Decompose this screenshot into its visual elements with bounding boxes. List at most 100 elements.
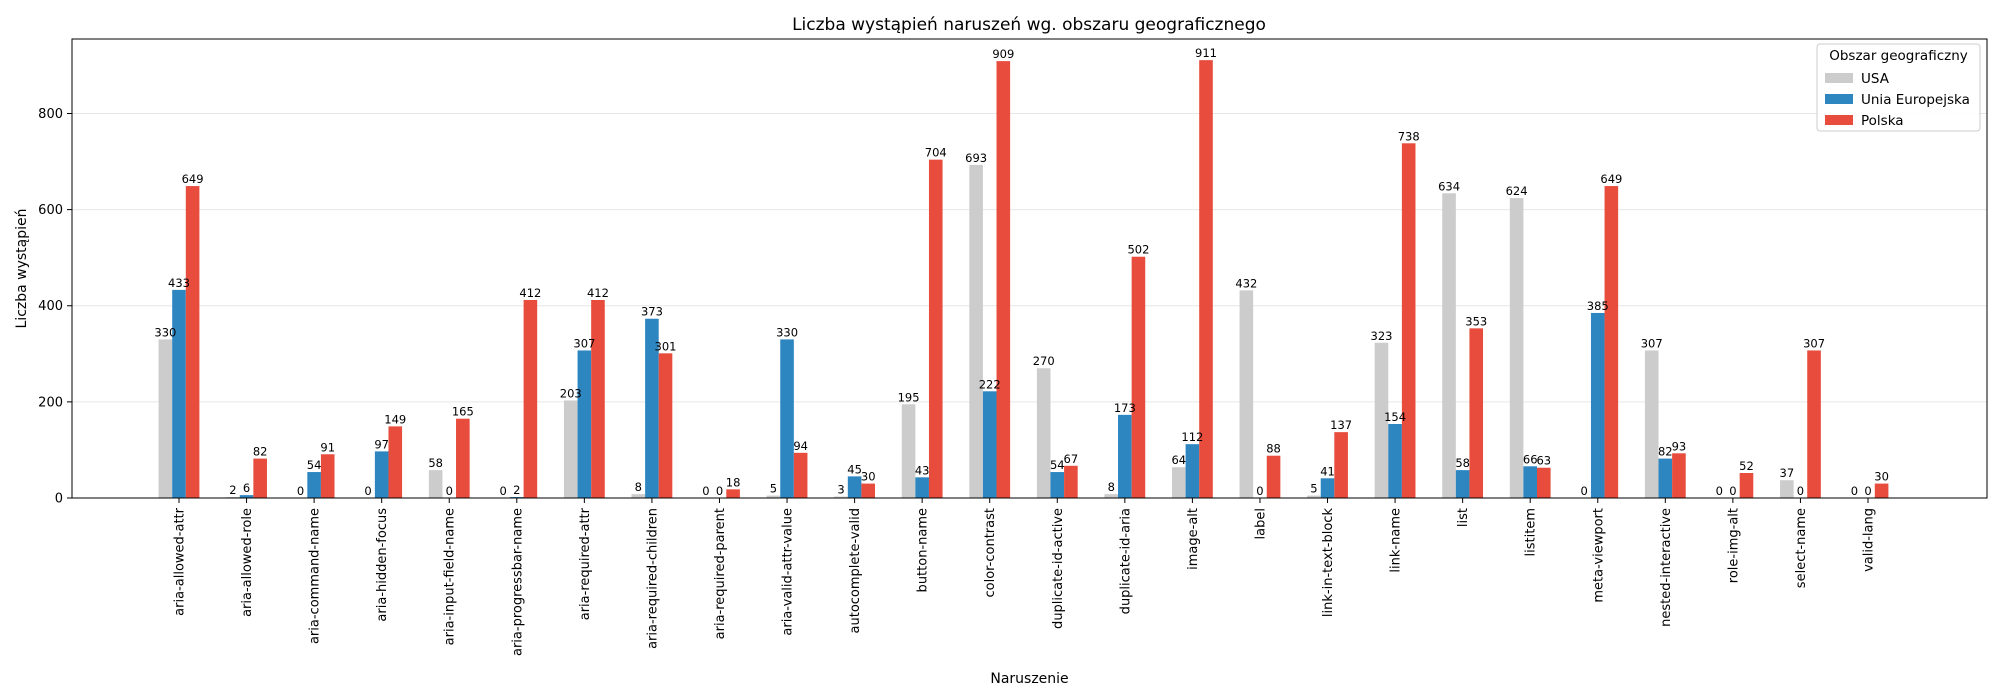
data-label: 385 xyxy=(1587,299,1609,313)
legend: Obszar geograficzny USA Unia Europejska Pol… xyxy=(1816,43,1981,132)
data-label: 738 xyxy=(1398,129,1420,143)
data-label: 173 xyxy=(1114,401,1136,415)
data-label: 307 xyxy=(1803,336,1825,350)
bar xyxy=(1199,60,1213,498)
data-label: 165 xyxy=(452,405,474,419)
data-label: 2 xyxy=(513,483,520,497)
bar xyxy=(766,495,781,498)
data-label: 0 xyxy=(1729,484,1736,498)
bar xyxy=(982,391,997,498)
x-tick-label: aria-valid-attr-value xyxy=(781,508,796,636)
bar xyxy=(1590,312,1605,498)
data-label: 154 xyxy=(1384,410,1406,424)
bar xyxy=(1455,470,1470,498)
bar xyxy=(915,477,929,498)
bar xyxy=(1509,198,1524,498)
data-label: 649 xyxy=(1600,172,1622,186)
data-label: 353 xyxy=(1465,314,1487,328)
data-label: 634 xyxy=(1438,179,1460,193)
data-label: 112 xyxy=(1181,430,1203,444)
bar xyxy=(388,426,403,498)
x-tick-label: aria-progressbar-name xyxy=(510,508,525,656)
bar xyxy=(1780,480,1794,498)
bar xyxy=(1118,414,1132,498)
data-label: 88 xyxy=(1266,442,1281,456)
data-label: 649 xyxy=(182,172,204,186)
x-tick-label: list xyxy=(1456,508,1471,527)
bar xyxy=(996,61,1011,499)
x-tick-label: aria-hidden-focus xyxy=(375,508,390,622)
data-label: 0 xyxy=(716,484,723,498)
bar xyxy=(185,186,200,498)
bar xyxy=(374,451,389,498)
data-label: 8 xyxy=(1108,480,1115,494)
bar xyxy=(834,496,848,498)
x-tick-label: select-name xyxy=(1794,508,1809,588)
data-label: 45 xyxy=(847,462,862,476)
bar xyxy=(1644,350,1659,498)
grid-lines xyxy=(72,112,1987,499)
data-label: 0 xyxy=(1256,484,1263,498)
data-label: 0 xyxy=(702,484,709,498)
legend-label: Polska xyxy=(1861,113,1904,129)
bars xyxy=(158,60,1889,499)
bar xyxy=(861,483,875,498)
data-label: 30 xyxy=(1874,470,1889,484)
data-label: 195 xyxy=(898,390,920,404)
data-label: 97 xyxy=(374,437,389,451)
bar xyxy=(456,418,470,498)
x-tick-label: nested-interactive xyxy=(1659,508,1674,627)
x-tick-label: aria-required-parent xyxy=(713,508,728,639)
bar xyxy=(577,350,592,498)
x-tick-label: aria-required-attr xyxy=(578,507,593,620)
x-axis: aria-allowed-attr aria-allowed-role aria-c… xyxy=(173,498,1877,656)
bar xyxy=(591,299,605,498)
data-label: 0 xyxy=(364,484,371,498)
x-tick-label: listitem xyxy=(1524,508,1539,556)
bar xyxy=(847,476,862,498)
data-label: 93 xyxy=(1672,439,1687,453)
legend-title: Obszar geograficzny xyxy=(1829,48,1968,64)
legend-swatch xyxy=(1825,73,1853,83)
bar xyxy=(1172,467,1186,498)
bar xyxy=(1523,466,1537,498)
bar xyxy=(172,289,186,498)
data-label: 54 xyxy=(307,458,322,472)
data-label: 433 xyxy=(168,276,190,290)
data-label: 0 xyxy=(1851,484,1858,498)
bar xyxy=(239,495,254,498)
data-label: 323 xyxy=(1371,329,1393,343)
x-tick-label: duplicate-id-aria xyxy=(1118,508,1133,614)
bar xyxy=(1388,423,1402,498)
x-tick-label: aria-input-field-name xyxy=(443,508,458,645)
bar xyxy=(1401,143,1416,499)
data-label: 704 xyxy=(925,146,947,160)
data-label: 41 xyxy=(1320,464,1335,478)
x-tick-label: aria-command-name xyxy=(308,508,323,644)
y-axis-title: Liczba wystąpień xyxy=(14,208,30,328)
bar xyxy=(158,339,173,498)
bar xyxy=(1604,186,1619,498)
legend-box xyxy=(1816,43,1981,132)
bar xyxy=(1050,472,1065,498)
data-label: 203 xyxy=(560,386,582,400)
bar xyxy=(523,299,538,498)
data-label: 412 xyxy=(519,286,541,300)
x-tick-label: link-name xyxy=(1389,508,1404,573)
y-tick-label: 800 xyxy=(38,107,63,122)
bar xyxy=(1064,465,1078,498)
legend-swatch xyxy=(1825,115,1853,125)
data-label: 0 xyxy=(1716,484,1723,498)
data-label: 502 xyxy=(1127,243,1149,257)
data-label: 8 xyxy=(635,480,642,494)
data-label: 67 xyxy=(1064,452,1079,466)
bar xyxy=(1307,495,1321,498)
data-label: 91 xyxy=(320,440,335,454)
bar xyxy=(726,489,740,498)
x-tick-label: color-contrast xyxy=(983,508,998,598)
y-tick-label: 0 xyxy=(55,492,63,507)
x-axis-title: Naruszenie xyxy=(990,671,1068,687)
bar xyxy=(901,404,916,498)
bar xyxy=(631,494,646,498)
